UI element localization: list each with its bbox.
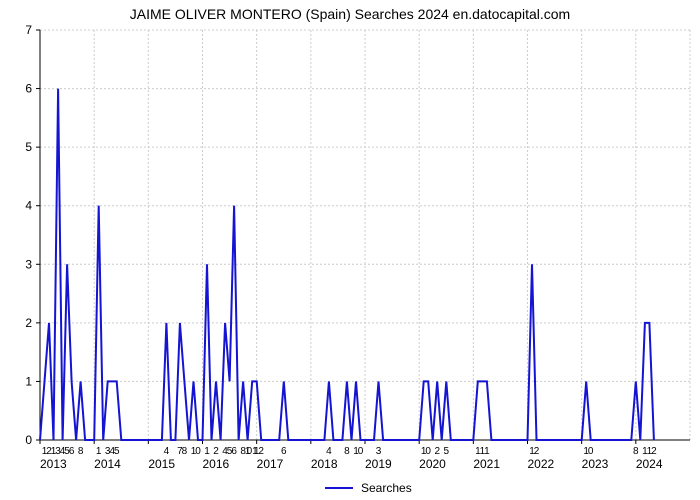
x-year-label: 2022 [528,457,555,471]
x-minor-labels: 1213456813454781012456810112648103102511… [42,446,657,457]
y-tick-label: 3 [25,257,32,271]
y-tick-label: 0 [25,433,32,447]
x-minor-label: 0 [358,446,364,457]
x-minor-label: 0 [588,446,594,457]
x-minor-label: 4 [326,446,332,457]
x-year-label: 2020 [419,457,446,471]
y-tick-label: 1 [25,374,32,388]
x-minor-label: 2 [434,446,440,457]
x-year-label: 2015 [148,457,175,471]
legend: Searches [325,481,412,495]
x-minor-label: 0 [425,446,431,457]
x-minor-label: 8 [182,446,188,457]
x-minor-label: 2 [651,446,657,457]
x-minor-label: 6 [281,446,287,457]
x-year-label: 2016 [203,457,230,471]
x-minor-label: 1 [204,446,210,457]
y-tick-label: 5 [25,140,32,154]
x-minor-label: 6 [231,446,237,457]
x-minor-label: 2 [534,446,540,457]
x-minor-label: 8 [344,446,350,457]
x-minor-label: 1 [96,446,102,457]
x-minor-label: 8 [78,446,84,457]
y-tick-label: 6 [25,82,32,96]
x-minor-label: 2 [258,446,264,457]
y-tick-label: 4 [25,199,32,213]
x-minor-label: 6 [69,446,75,457]
x-year-label: 2019 [365,457,392,471]
x-year-label: 2017 [257,457,284,471]
x-year-label: 2014 [94,457,121,471]
x-minor-label: 4 [164,446,170,457]
x-minor-label: 5 [443,446,449,457]
grid [40,30,690,440]
x-year-label: 2024 [636,457,663,471]
x-year-label: 2023 [582,457,609,471]
y-tick-label: 7 [25,23,32,37]
x-minor-label: 1 [484,446,490,457]
x-minor-label: 2 [213,446,219,457]
x-year-label: 2018 [311,457,338,471]
x-minor-label: 0 [195,446,201,457]
legend-label: Searches [361,481,412,495]
x-minor-label: 8 [633,446,639,457]
x-minor-label: 3 [376,446,382,457]
chart-svg: 0123456720132014201520162017201820192020… [0,0,700,500]
chart-container: JAIME OLIVER MONTERO (Spain) Searches 20… [0,0,700,500]
x-year-label: 2021 [473,457,500,471]
y-tick-label: 2 [25,316,32,330]
x-minor-label: 5 [114,446,120,457]
x-year-label: 2013 [40,457,67,471]
